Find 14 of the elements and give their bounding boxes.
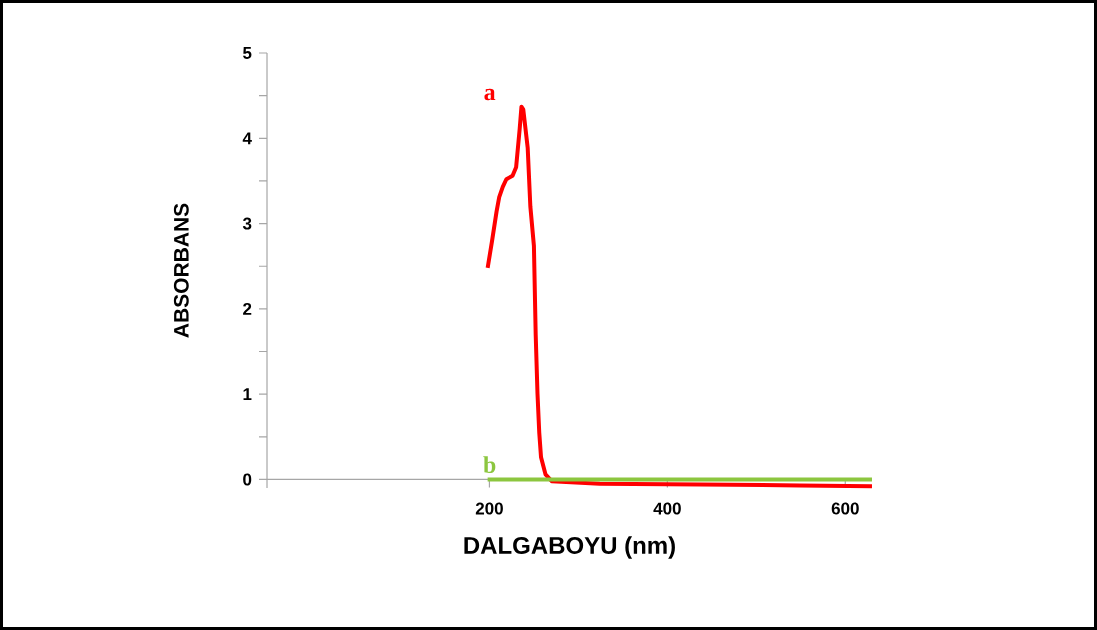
y-tick-label: 1 <box>243 388 252 401</box>
y-tick-label: 5 <box>243 47 252 59</box>
line-series <box>485 104 874 489</box>
series-label: a <box>484 88 496 101</box>
series-label: b <box>483 456 496 474</box>
y-tick-label: 2 <box>243 302 252 315</box>
x-tick-label: 200 <box>475 502 503 515</box>
y-tick-label: 3 <box>242 217 252 230</box>
y-tick-label: 4 <box>242 132 252 145</box>
x-axis-title: DALGABOYU (nm) <box>464 536 675 559</box>
x-tick-label: 600 <box>831 502 859 515</box>
y-axis-title: ABSORBANS <box>173 203 189 338</box>
x-tick-label: 400 <box>653 502 681 515</box>
y-tick-label: 0 <box>243 473 252 486</box>
